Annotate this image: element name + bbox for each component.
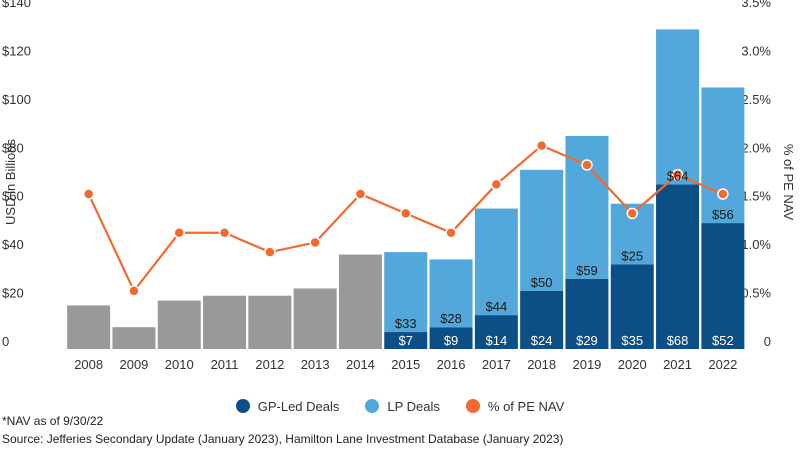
- y2-tick-label: 2.0%: [741, 140, 771, 155]
- gp-value-label: $9: [444, 333, 458, 348]
- bar-lp: [701, 87, 745, 224]
- y2-tick-label: 3.0%: [741, 43, 771, 58]
- bar-gp-led: [656, 184, 700, 349]
- lp-value-label: $64: [667, 168, 689, 183]
- bar-total: [338, 254, 382, 349]
- bar-gp-led: [520, 290, 564, 349]
- x-tick-label: 2020: [618, 357, 647, 372]
- x-tick-label: 2014: [346, 357, 375, 372]
- bar-lp: [429, 259, 473, 328]
- legend-lp-label: LP Deals: [387, 398, 440, 414]
- bar-lp: [474, 208, 518, 316]
- y-tick-label: $20: [2, 286, 24, 301]
- y2-tick-label: 0: [764, 334, 771, 349]
- lp-value-label: $28: [440, 311, 462, 326]
- pe-nav-point: [264, 246, 276, 258]
- gp-value-label: $35: [621, 333, 643, 348]
- bar-gp-led: [565, 278, 609, 349]
- pe-nav-point: [445, 227, 457, 239]
- bar-gp-led: [701, 223, 745, 349]
- y2-tick-label: 2.5%: [741, 92, 771, 107]
- legend-pe-nav-swatch: [465, 399, 480, 413]
- pe-nav-point: [581, 159, 593, 171]
- pe-nav-point: [490, 178, 503, 191]
- x-tick-label: 2017: [482, 357, 511, 372]
- legend-item-lp: LP Deals: [365, 399, 440, 414]
- pe-nav-point: [173, 227, 185, 239]
- legend-pe-nav-label: % of PE NAV: [487, 398, 565, 414]
- y-tick-label: $60: [2, 189, 24, 204]
- pe-nav-point: [535, 139, 548, 152]
- bar-gp-led: [610, 264, 654, 349]
- x-tick-label: 2009: [119, 357, 148, 372]
- gp-value-label: $52: [712, 333, 734, 348]
- y-tick-label: $100: [2, 92, 31, 107]
- y2-tick-label: 1.5%: [741, 189, 771, 204]
- bar-total: [293, 288, 337, 349]
- bar-total: [203, 295, 247, 349]
- chart-legend: GP-Led Deals LP Deals % of PE NAV: [0, 396, 800, 416]
- y2-axis-title: % of PE NAV: [781, 144, 796, 221]
- legend-item-pe-nav: % of PE NAV: [465, 398, 565, 414]
- pe-nav-point: [82, 188, 95, 200]
- pe-nav-point: [354, 188, 367, 200]
- x-tick-label: 2008: [74, 357, 103, 372]
- lp-value-label: $56: [712, 207, 734, 222]
- x-tick-label: 2022: [708, 357, 737, 372]
- bar-lp: [520, 169, 564, 291]
- nav-footnote: *NAV as of 9/30/22: [2, 414, 104, 428]
- pe-nav-point: [717, 188, 729, 200]
- lp-value-label: $50: [531, 275, 553, 290]
- y-tick-label: $40: [2, 237, 24, 252]
- y-tick-label: $120: [2, 43, 31, 58]
- y-tick-label: $80: [2, 140, 24, 155]
- x-tick-label: 2019: [572, 357, 601, 372]
- bar-lp: [656, 29, 700, 185]
- pe-nav-point: [671, 168, 684, 181]
- lp-value-label: $59: [576, 263, 598, 278]
- x-tick-label: 2021: [663, 357, 692, 372]
- pe-nav-point: [128, 285, 140, 297]
- x-tick-label: 2010: [165, 357, 194, 372]
- bar-total: [112, 327, 156, 349]
- bar-gp-led: [474, 315, 518, 349]
- x-tick-label: 2018: [527, 357, 556, 372]
- bar-gp-led: [429, 327, 473, 349]
- x-tick-label: 2012: [255, 357, 284, 372]
- secondaries-volume-chart: 0 $20 $40 $60 $80 $100 $120 $140 0 0.5% 1.0% 1.5% 2.…: [2, 0, 796, 372]
- x-tick-label: 2015: [391, 357, 420, 372]
- legend-item-gp-led: GP-Led Deals: [235, 398, 340, 414]
- y-tick-label: $140: [2, 0, 31, 10]
- gp-value-label: $24: [531, 333, 553, 348]
- y-axis-title: USD in Billions: [3, 139, 18, 225]
- bar-total: [248, 295, 292, 349]
- gp-value-label: $29: [576, 333, 598, 348]
- source-footnote: Source: Jefferies Secondary Update (Janu…: [2, 432, 564, 446]
- pe-nav-point: [309, 236, 321, 249]
- pe-nav-point: [400, 207, 412, 220]
- y2-tick-label: 1.0%: [741, 237, 771, 252]
- x-tick-label: 2011: [211, 357, 239, 372]
- legend-lp-swatch: [365, 399, 380, 413]
- bar-total: [67, 305, 111, 349]
- bar-gp-led: [384, 332, 428, 349]
- legend-gp-led-label: GP-Led Deals: [257, 398, 340, 414]
- lp-value-label: $33: [395, 316, 417, 331]
- y2-tick-label: 0.5%: [741, 286, 771, 301]
- x-tick-label: 2013: [301, 357, 330, 372]
- pe-nav-point: [626, 207, 638, 220]
- lp-value-label: $25: [621, 248, 643, 263]
- legend-gp-led-swatch: [235, 399, 250, 413]
- lp-value-label: $44: [485, 299, 507, 314]
- gp-value-label: $68: [667, 333, 689, 348]
- bar-lp: [384, 252, 428, 333]
- gp-value-label: $7: [399, 333, 413, 348]
- pe-nav-point: [218, 227, 231, 239]
- gp-value-label: $14: [485, 333, 507, 348]
- bar-total: [157, 300, 201, 349]
- x-tick-label: 2016: [437, 357, 466, 372]
- y2-tick-label: 3.5%: [741, 0, 771, 10]
- y-tick-label: 0: [2, 334, 9, 349]
